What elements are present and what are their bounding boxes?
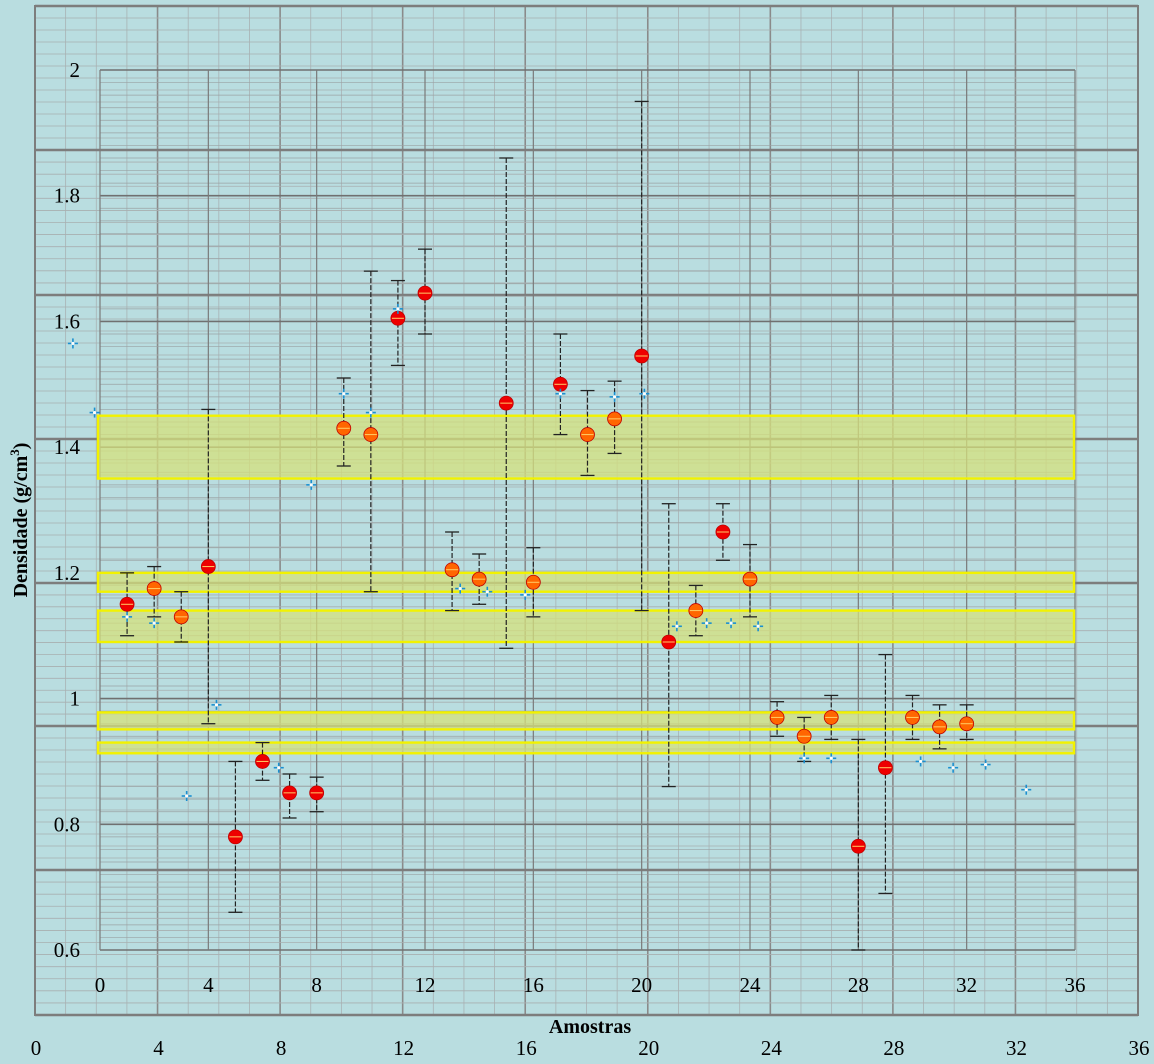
outer-x-tick-label: 16 [516,1036,537,1060]
outer-x-tick-label: 32 [1006,1036,1027,1060]
x-tick-label: 24 [740,973,762,997]
reference-band [96,414,1076,480]
x-tick-label: 12 [415,973,436,997]
y-tick-label: 1.6 [54,309,80,333]
y-tick-label: 1 [70,687,81,711]
data-point-cross-dot [675,624,679,628]
data-point-cross-dot [277,766,281,770]
reference-bands [96,414,1076,755]
outer-x-tick-label: 0 [31,1036,42,1060]
data-point-cross-dot [756,624,760,628]
y-tick-label: 2 [70,58,81,82]
outer-x-tick-label: 8 [276,1036,287,1060]
y-axis-title: Densidade (g/cm3) [7,443,32,598]
reference-band [96,609,1076,644]
data-point-cross-dot [558,392,563,396]
y-tick-label: 1.2 [54,561,80,585]
data-point-cross-dot [523,593,527,597]
y-tick-label: 1.8 [54,184,80,208]
reference-band [96,711,1076,731]
x-tick-label: 0 [95,973,106,997]
x-tick-label: 4 [203,973,214,997]
data-point-cross-dot [705,621,709,625]
x-tick-label: 8 [311,973,322,997]
x-tick-label: 32 [956,973,977,997]
outer-x-tick-label: 12 [393,1036,414,1060]
data-markers [67,285,1032,854]
y-tick-label: 1.4 [54,435,81,459]
data-point-cross-dot [92,410,97,415]
reference-band [96,571,1076,593]
x-axis-title: Amostras [549,1016,631,1038]
outer-x-tick-label: 24 [761,1036,783,1060]
x-tick-label: 36 [1065,973,1086,997]
data-point-cross-dot [802,756,806,760]
x-tick-label: 20 [631,973,652,997]
data-point-cross-dot [951,766,955,770]
outer-frame [34,5,1139,1016]
data-point-cross-dot [342,392,346,396]
outer-x-tick-label: 28 [883,1036,904,1060]
data-point-cross-dot [612,395,617,399]
x-tick-label: 28 [848,973,869,997]
outer-x-tick-label: 4 [153,1036,164,1060]
data-point-cross-dot [396,307,400,311]
y-tick-label: 0.6 [54,938,80,962]
y-tick-label: 0.8 [54,812,80,836]
outer-x-tick-label: 20 [638,1036,659,1060]
data-point-cross-dot [214,703,219,707]
data-point-cross-dot [125,615,129,619]
data-point-cross-dot [309,483,313,487]
x-tick-label: 16 [523,973,544,997]
data-point-cross-dot [829,756,833,760]
data-point-cross-dot [152,621,156,625]
data-point-cross-dot [185,794,189,798]
data-point-cross-dot [984,762,988,767]
data-point-cross-dot [1024,788,1028,792]
data-point-cross-dot [919,759,923,764]
tick-labels: 0.60.811.21.41.61.820 4 8 12 16 20 24 28 32 360 4 8… [31,58,1150,1060]
data-point-cross-dot [369,410,373,415]
data-point-cross-dot [485,590,489,594]
data-point-cross-dot [729,621,733,625]
outer-x-tick-label: 36 [1129,1036,1150,1060]
data-point-cross-dot [458,586,462,591]
reference-band [96,741,1076,755]
data-point-cross-dot [71,341,75,346]
data-point-cross-dot [642,392,646,396]
